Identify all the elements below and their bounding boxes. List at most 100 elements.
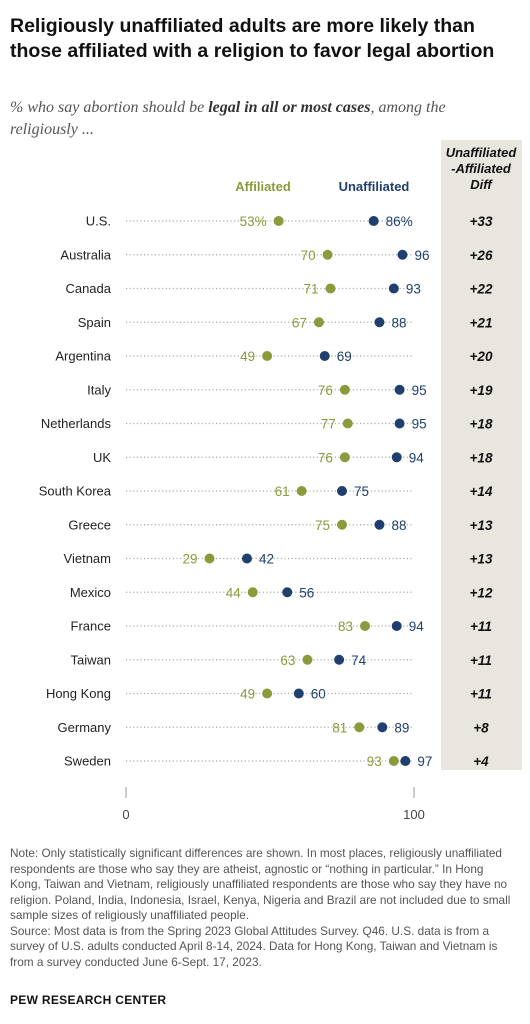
diff-value: +11 [470,619,492,634]
unaffiliated-dot [374,519,385,530]
legend-affiliated: Affiliated [235,179,291,194]
subtitle-pre: % who say abortion should be [10,99,209,116]
affiliated-value-label: 71 [303,282,318,297]
category-label: Sweden [64,754,111,769]
affiliated-value-label: 63 [280,653,295,668]
affiliated-value-label: 76 [318,450,333,465]
unaffiliated-dot [394,418,405,429]
affiliated-dot [342,418,353,429]
x-tick-label: 0 [122,807,129,822]
unaffiliated-value-label: 42 [259,552,274,567]
note-text: Note: Only statistically significant dif… [10,846,511,922]
category-label: Australia [60,247,111,262]
category-label: UK [93,450,111,465]
affiliated-dot [339,384,350,395]
category-label: Argentina [55,349,111,364]
diff-value: +11 [470,653,492,668]
diff-column-background [441,140,522,770]
diff-value: +13 [470,518,493,533]
chart-subtitle: % who say abortion should be legal in al… [10,97,510,141]
diff-value: +4 [473,754,489,769]
unaffiliated-value-label: 88 [391,315,406,330]
category-label: Hong Kong [46,686,111,701]
affiliated-value-label: 77 [321,417,336,432]
affiliated-dot [337,519,347,530]
unaffiliated-value-label: 88 [391,518,406,533]
category-label: Italy [87,382,111,397]
diff-value: +19 [470,383,493,398]
affiliated-dot [273,216,284,226]
unaffiliated-dot [388,283,399,294]
unaffiliated-dot [319,351,330,361]
category-label: Mexico [70,585,111,600]
diff-value: +14 [470,484,493,499]
unaffiliated-value-label: 94 [409,450,425,465]
unaffiliated-value-label: 60 [311,687,326,702]
category-label: Vietnam [64,551,111,566]
affiliated-value-label: 61 [275,484,290,499]
affiliated-dot [262,688,273,699]
unaffiliated-value-label: 74 [351,653,367,668]
unaffiliated-dot [337,486,347,496]
affiliated-value-label: 53% [240,214,267,229]
diff-value: +11 [470,687,492,702]
unaffiliated-value-label: 95 [412,383,427,398]
affiliated-value-label: 76 [318,383,333,398]
affiliated-value-label: 83 [338,619,353,634]
affiliated-value-label: 44 [226,585,242,600]
affiliated-value-label: 93 [367,754,382,769]
diff-header-line: Unaffiliated [446,145,518,160]
affiliated-value-label: 75 [315,518,330,533]
unaffiliated-dot [391,621,402,631]
organization-name: PEW RESEARCH CENTER [10,993,167,1007]
affiliated-dot [302,654,313,665]
diff-value: +20 [470,349,493,364]
unaffiliated-dot [293,688,304,699]
affiliated-value-label: 29 [182,552,197,567]
category-label: Netherlands [41,416,112,431]
unaffiliated-value-label: 75 [354,484,369,499]
diff-value: +22 [470,282,493,297]
subtitle-emphasis: legal in all or most cases [208,99,371,116]
diff-value: +21 [470,315,493,330]
category-label: Greece [68,517,111,532]
affiliated-value-label: 49 [240,687,255,702]
unaffiliated-dot [377,722,388,733]
category-label: U.S. [86,214,111,229]
x-tick-label: 100 [403,807,425,822]
unaffiliated-value-label: 56 [299,585,314,600]
affiliated-dot [204,553,215,564]
unaffiliated-value-label: 89 [394,720,409,735]
category-label: Taiwan [71,652,111,667]
affiliated-dot [360,621,371,631]
unaffiliated-dot [394,384,405,395]
unaffiliated-value-label: 95 [412,417,427,432]
diff-value: +26 [470,248,493,263]
category-label: Spain [78,315,111,330]
affiliated-value-label: 67 [292,315,307,330]
affiliated-dot [313,317,324,328]
chart-title: Religiously unaffiliated adults are more… [10,15,495,62]
diff-header-line: Diff [470,177,493,192]
unaffiliated-dot [241,553,252,564]
subtitle-post: , among the religiously ... [10,99,446,138]
unaffiliated-value-label: 96 [414,248,429,263]
unaffiliated-dot [282,587,293,598]
category-label: France [71,619,111,634]
footnote: Note: Only statistically significant dif… [10,846,515,970]
category-label: Canada [65,281,111,296]
unaffiliated-value-label: 97 [417,754,432,769]
legend-unaffiliated: Unaffiliated [339,179,410,194]
unaffiliated-dot [368,216,379,226]
diff-value: +18 [470,450,493,465]
unaffiliated-value-label: 93 [406,282,421,297]
affiliated-value-label: 70 [301,248,316,263]
affiliated-dot [354,722,365,733]
affiliated-dot [247,587,258,598]
unaffiliated-dot [334,654,345,665]
diff-value: +33 [470,214,493,229]
unaffiliated-dot [374,317,385,328]
diff-value: +13 [470,552,493,567]
diff-value: +8 [473,720,489,735]
